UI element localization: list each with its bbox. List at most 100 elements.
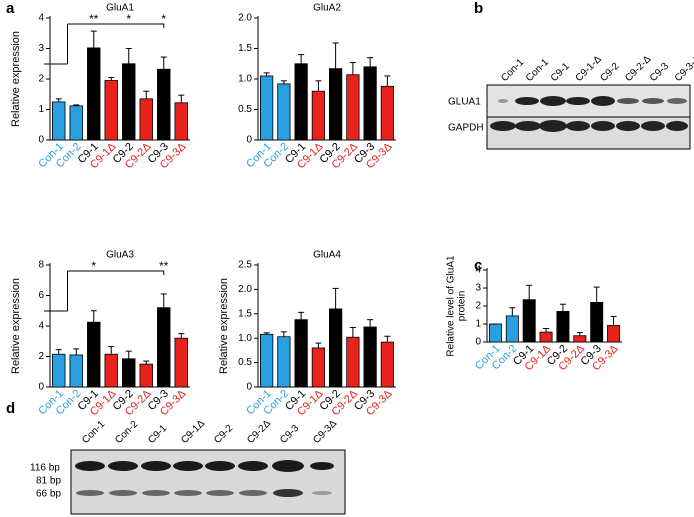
panel-label: b bbox=[474, 0, 483, 17]
bar bbox=[277, 336, 291, 388]
y-tick-label: 2 bbox=[38, 74, 44, 85]
significance-label: ** bbox=[89, 12, 99, 26]
lane-label: C9-2 bbox=[598, 61, 621, 84]
bar bbox=[174, 337, 188, 388]
error-bar bbox=[178, 94, 185, 103]
y-tick-label: 2.0 bbox=[238, 13, 252, 24]
error-bar bbox=[367, 319, 374, 327]
bar bbox=[139, 98, 153, 141]
lane-label: C9-3Δ bbox=[311, 418, 339, 446]
error-bar bbox=[143, 90, 150, 99]
lane-label: C9-1-Δ bbox=[574, 54, 604, 84]
lane-label: C9-2 bbox=[212, 423, 235, 446]
error-bar bbox=[263, 332, 270, 335]
bar bbox=[294, 319, 308, 388]
error-bar bbox=[160, 56, 167, 70]
error-bar bbox=[349, 326, 356, 338]
error-bar bbox=[125, 48, 132, 64]
significance-label: * bbox=[91, 259, 96, 273]
error-bar bbox=[349, 62, 356, 75]
y-tick-label: 2 bbox=[475, 301, 481, 312]
error-bar bbox=[610, 315, 617, 326]
error-bar bbox=[593, 286, 600, 303]
panel-label: a bbox=[6, 0, 15, 17]
error-bar bbox=[332, 42, 339, 69]
bar bbox=[87, 321, 101, 388]
bar bbox=[363, 66, 377, 141]
y-tick-label: 0 bbox=[246, 135, 252, 146]
lane-label: C9-2Δ bbox=[245, 418, 273, 446]
significance-bracket bbox=[44, 23, 165, 65]
error-bar bbox=[90, 310, 97, 323]
error-bar bbox=[332, 287, 339, 309]
y-tick-label: 3 bbox=[38, 43, 44, 54]
lane-label: C9-2-Δ bbox=[623, 54, 653, 84]
error-bar bbox=[125, 350, 132, 359]
significance-label: * bbox=[161, 12, 166, 26]
error-bar bbox=[543, 328, 550, 333]
bar bbox=[69, 105, 83, 141]
lane-label: Con-1 bbox=[80, 419, 107, 446]
y-tick-label: 1.5 bbox=[238, 308, 252, 319]
bar bbox=[363, 326, 377, 388]
y-tick-label: 0 bbox=[38, 382, 44, 393]
y-tick-label: 0 bbox=[38, 135, 44, 146]
lane-label: C9-3-Δ bbox=[673, 54, 694, 84]
y-axis-label: Relative level of GluA1 bbox=[446, 255, 457, 357]
bar bbox=[522, 299, 536, 343]
error-bar bbox=[73, 104, 80, 106]
lane-label: C9-3 bbox=[648, 61, 671, 84]
error-bar bbox=[73, 348, 80, 355]
bar bbox=[87, 47, 101, 141]
bar bbox=[104, 80, 118, 141]
error-bar bbox=[315, 342, 322, 348]
lane-label: Con-1 bbox=[499, 57, 526, 84]
error-bar bbox=[367, 57, 374, 67]
y-tick-label: 3 bbox=[475, 283, 481, 294]
bar bbox=[157, 68, 171, 141]
size-label: 81 bp bbox=[36, 476, 61, 487]
bar bbox=[311, 347, 325, 388]
y-tick-label: 0 bbox=[246, 382, 252, 393]
blot-bands bbox=[490, 96, 688, 132]
y-tick-label: 2 bbox=[38, 351, 44, 362]
bar bbox=[556, 310, 570, 343]
chart-title: GluA4 bbox=[313, 250, 341, 261]
bar bbox=[69, 354, 83, 388]
panel-label: c bbox=[474, 257, 482, 274]
error-bar bbox=[384, 335, 391, 343]
bar bbox=[104, 353, 118, 388]
bar bbox=[294, 63, 308, 141]
y-axis-label: Relative expression bbox=[10, 31, 22, 127]
y-tick-label: 4 bbox=[38, 321, 44, 332]
error-bar bbox=[559, 303, 566, 312]
error-bar bbox=[576, 332, 583, 336]
error-bar bbox=[263, 72, 270, 76]
blot-bands bbox=[75, 460, 334, 497]
y-tick-label: 1.0 bbox=[238, 74, 252, 85]
y-tick-label: 0.5 bbox=[238, 357, 252, 368]
lane-label: C9-1 bbox=[549, 61, 572, 84]
lane-label: Con-2 bbox=[113, 419, 140, 446]
significance-label: ** bbox=[159, 259, 169, 273]
y-axis-label: protein bbox=[457, 291, 468, 322]
error-bar bbox=[143, 360, 150, 365]
bar bbox=[590, 301, 604, 343]
bar bbox=[277, 83, 291, 141]
bar bbox=[122, 358, 136, 388]
bar bbox=[139, 363, 153, 388]
bar bbox=[607, 325, 621, 343]
chart-title: GluA3 bbox=[106, 250, 134, 261]
error-bar bbox=[90, 30, 97, 48]
error-bar bbox=[178, 333, 185, 339]
error-bar bbox=[160, 293, 167, 308]
error-bar bbox=[384, 75, 391, 87]
error-bar bbox=[526, 284, 533, 300]
bar bbox=[380, 341, 394, 388]
error-bar bbox=[298, 54, 305, 64]
error-bar bbox=[509, 307, 516, 316]
y-tick-label: 1.5 bbox=[238, 43, 252, 54]
y-axis-label: Relative expression bbox=[10, 278, 22, 374]
panel-label: d bbox=[6, 400, 15, 417]
error-bar bbox=[108, 346, 115, 355]
